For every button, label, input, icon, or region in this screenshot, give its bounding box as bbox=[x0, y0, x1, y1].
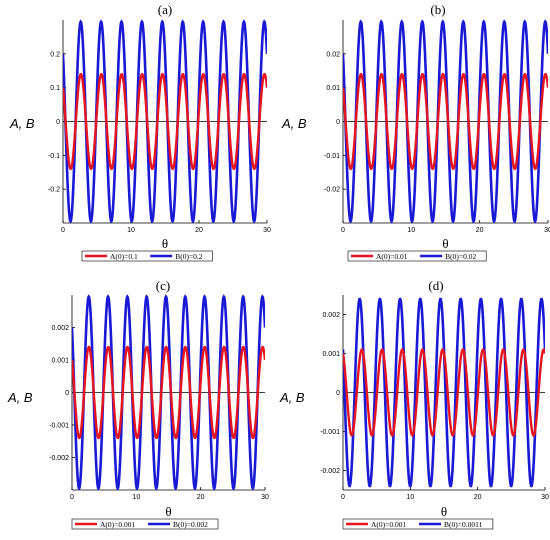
y-tick-label: -0.2 bbox=[48, 187, 60, 194]
x-tick-label: 20 bbox=[474, 494, 482, 501]
legend-frame bbox=[81, 250, 213, 262]
y-axis-label: A, B bbox=[281, 116, 307, 131]
legend-label-B: B(0)=0.02 bbox=[445, 252, 476, 261]
series-line-A bbox=[343, 348, 545, 437]
x-axis-label: θ bbox=[442, 236, 448, 251]
y-axis-label: A, B bbox=[279, 390, 305, 405]
panel-d: (d) A, B θ 0 10 20 30 0.002 0.001 0 -0.001 -0.002 A(… bbox=[279, 278, 549, 530]
y-tick-label: 0 bbox=[65, 390, 69, 397]
x-axis-label: θ bbox=[441, 504, 447, 519]
x-tick-label: 0 bbox=[61, 227, 65, 234]
x-tick-label: 30 bbox=[261, 494, 269, 501]
legend-frame bbox=[342, 518, 494, 530]
y-tick-label: -0.001 bbox=[49, 423, 69, 430]
y-tick-label: 0.02 bbox=[326, 51, 340, 58]
y-tick-label: 0.2 bbox=[50, 51, 60, 58]
panel-a: (a) A, B θ 0 10 20 30 0.2 0.1 0 -0.1 -0.2 A(0)=0.1 B(… bbox=[9, 2, 271, 262]
y-tick-label: -0.002 bbox=[320, 468, 340, 475]
legend: A(0)=0.01 B(0)=0.02 bbox=[347, 250, 487, 262]
panel-title: (a) bbox=[158, 2, 172, 17]
series-line-B bbox=[72, 294, 265, 490]
series-line-A bbox=[63, 72, 267, 171]
panel-title: (d) bbox=[428, 278, 443, 293]
x-tick-label: 10 bbox=[407, 227, 415, 234]
x-tick-label: 0 bbox=[341, 494, 345, 501]
x-tick-label: 0 bbox=[70, 494, 74, 501]
legend-label-A: A(0)=0.001 bbox=[371, 520, 407, 529]
x-axis-label: θ bbox=[165, 504, 171, 519]
y-tick-label: -0.01 bbox=[324, 153, 340, 160]
legend-frame bbox=[347, 250, 487, 262]
y-axis-label: A, B bbox=[7, 390, 33, 405]
legend: A(0)=0.001 B(0)=0.0011 bbox=[342, 518, 494, 530]
x-tick-label: 20 bbox=[197, 494, 205, 501]
legend-label-A: A(0)=0.1 bbox=[110, 252, 138, 261]
panel-title: (c) bbox=[156, 278, 170, 293]
legend-label-B: B(0)=0.2 bbox=[175, 252, 203, 261]
y-tick-label: 0.001 bbox=[322, 351, 340, 358]
y-tick-label: 0.01 bbox=[326, 85, 340, 92]
panel-c: (c) A, B θ 0 10 20 30 0.002 0.001 0 -0.001 -0.002 A(… bbox=[7, 278, 269, 530]
y-tick-label: 0 bbox=[336, 390, 340, 397]
legend: A(0)=0.001 B(0)=0.002 bbox=[71, 518, 219, 530]
legend-label-B: B(0)=0.002 bbox=[173, 520, 208, 529]
y-axis-label: A, B bbox=[9, 116, 35, 131]
panel-b: (b) A, B θ 0 10 20 30 0.02 0.01 0 -0.01 -0.02 A(0)=0… bbox=[281, 2, 550, 262]
x-tick-label: 20 bbox=[476, 227, 484, 234]
y-tick-label: -0.001 bbox=[320, 429, 340, 436]
x-tick-label: 20 bbox=[195, 227, 203, 234]
series-line-A bbox=[343, 72, 548, 171]
x-tick-label: 10 bbox=[132, 494, 140, 501]
x-tick-label: 30 bbox=[541, 494, 549, 501]
legend-label-B: B(0)=0.0011 bbox=[444, 520, 483, 529]
legend-frame bbox=[71, 518, 219, 530]
y-tick-label: 0 bbox=[56, 119, 60, 126]
legend-label-A: A(0)=0.01 bbox=[376, 252, 408, 261]
y-tick-label: 0 bbox=[336, 119, 340, 126]
x-axis-label: θ bbox=[162, 236, 168, 251]
series-line-B bbox=[63, 19, 267, 223]
y-tick-label: 0.1 bbox=[50, 85, 60, 92]
panel-title: (b) bbox=[430, 2, 445, 17]
x-tick-label: 10 bbox=[406, 494, 414, 501]
y-tick-label: -0.02 bbox=[324, 187, 340, 194]
y-tick-label: 0.001 bbox=[51, 358, 69, 365]
x-tick-label: 0 bbox=[341, 227, 345, 234]
legend: A(0)=0.1 B(0)=0.2 bbox=[81, 250, 213, 262]
y-tick-label: 0.002 bbox=[322, 312, 340, 319]
legend-label-A: A(0)=0.001 bbox=[100, 520, 136, 529]
y-tick-label: -0.1 bbox=[48, 153, 60, 160]
y-tick-label: -0.002 bbox=[49, 455, 69, 462]
x-tick-label: 30 bbox=[544, 227, 550, 234]
series-line-A bbox=[72, 345, 265, 440]
x-tick-label: 30 bbox=[263, 227, 271, 234]
x-tick-label: 10 bbox=[127, 227, 135, 234]
y-tick-label: 0.002 bbox=[51, 325, 69, 332]
series-line-B bbox=[343, 19, 548, 223]
